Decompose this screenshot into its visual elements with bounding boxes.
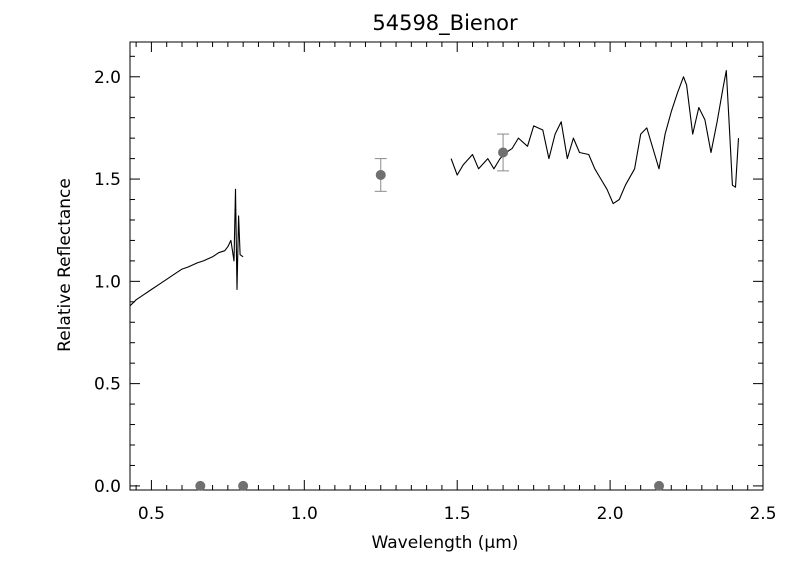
- x-tick-label: 1.5: [444, 504, 471, 524]
- y-tick-label: 0.0: [94, 477, 121, 497]
- spectrum-line-visible: [129, 188, 244, 307]
- y-tick-label: 2.0: [94, 68, 121, 88]
- spectrum-line-nir: [450, 70, 740, 205]
- chart-title: 54598_Bienor: [372, 11, 518, 36]
- plot-frame: [129, 41, 764, 491]
- y-tick-label: 0.5: [94, 375, 121, 395]
- y-axis-label: Relative Reflectance: [55, 178, 75, 352]
- plot-area: 0.5 1.0 1.5 2.0 2.5 0.0 0.5 1.0 1.5 2.0: [94, 41, 777, 524]
- y-tick-label: 1.0: [94, 272, 121, 292]
- photometry-point: [375, 169, 386, 180]
- x-tick-label: 1.0: [291, 504, 318, 524]
- photometry-point: [238, 480, 249, 491]
- x-axis-label: Wavelength (μm): [372, 533, 519, 553]
- x-tick-label: 2.5: [749, 504, 776, 524]
- photometry-point: [498, 147, 509, 158]
- photometry-point: [654, 480, 665, 491]
- x-tick-label: 2.0: [597, 504, 624, 524]
- photometry-point: [195, 480, 206, 491]
- x-tick-label: 0.5: [138, 504, 165, 524]
- y-tick-label: 1.5: [94, 170, 121, 190]
